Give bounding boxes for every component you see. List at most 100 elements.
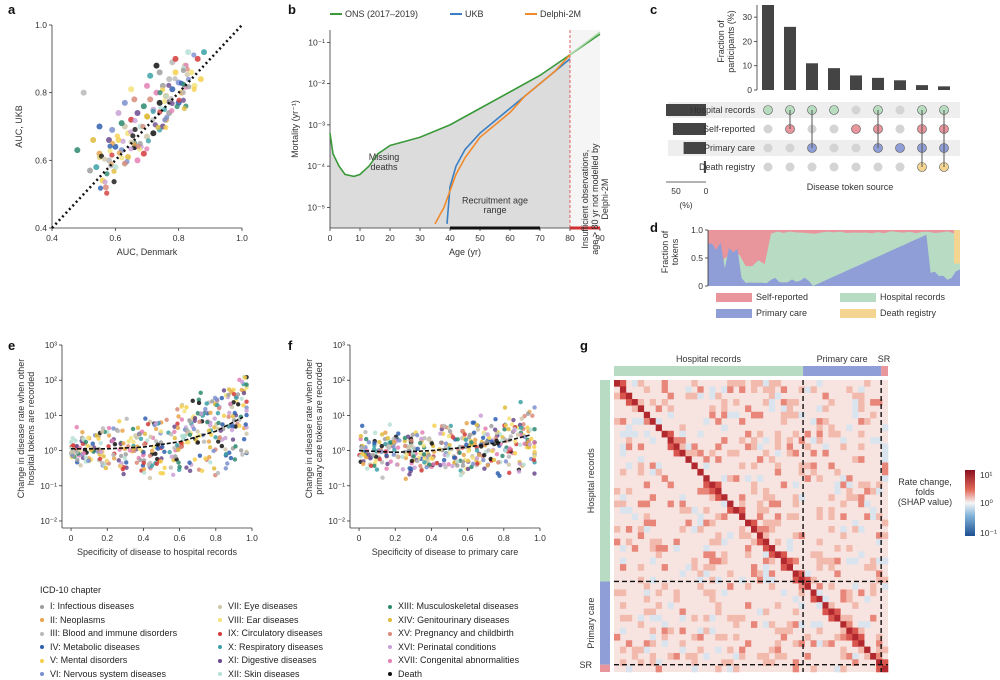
y-tick-label: 10³ — [45, 340, 57, 350]
data-point — [414, 432, 420, 438]
data-point — [361, 461, 366, 467]
heatmap-cell — [804, 652, 811, 660]
heatmap-cell — [762, 621, 770, 628]
heatmap-cell — [697, 430, 704, 438]
heatmap-cell — [745, 640, 752, 647]
data-point — [132, 126, 138, 133]
data-point — [153, 451, 158, 457]
heatmap-cell — [697, 519, 704, 527]
col-group-label: SR — [878, 354, 891, 364]
x-tick-label: 90 — [595, 233, 605, 243]
heatmap-cell — [625, 424, 633, 432]
heatmap-cell — [703, 614, 710, 622]
heatmap-cell — [840, 614, 847, 622]
data-point — [156, 99, 163, 106]
heatmap-cell — [804, 430, 811, 438]
heatmap-cell — [721, 513, 728, 520]
data-point — [187, 468, 193, 474]
heatmap-cell — [834, 487, 841, 495]
heatmap-cell — [816, 418, 823, 425]
heatmap-cell — [804, 443, 811, 451]
legend-marker-icon — [388, 604, 392, 609]
heatmap-cell — [816, 405, 823, 413]
matrix-dot — [873, 162, 883, 172]
heatmap-cell — [858, 551, 865, 559]
heatmap-cell — [637, 564, 645, 571]
heatmap-cell — [798, 532, 805, 539]
data-point — [205, 419, 210, 425]
heatmap-cell — [876, 437, 883, 444]
data-point — [110, 438, 115, 443]
heatmap-cell — [756, 570, 764, 578]
heatmap-cell — [816, 621, 823, 628]
heatmap-cell — [625, 443, 633, 451]
data-point — [191, 86, 197, 92]
heatmap-cell — [625, 665, 633, 673]
legend-item: XIV: Genitourinary diseases — [388, 615, 509, 625]
heatmap-cell — [828, 424, 835, 432]
heatmap-cell — [715, 513, 722, 520]
x-tick-label: 1.0 — [534, 533, 546, 543]
heatmap-cell — [828, 583, 835, 590]
heatmap-cell — [703, 652, 710, 660]
data-point — [223, 466, 228, 471]
heatmap-cell — [768, 545, 776, 552]
heatmap-cell — [643, 430, 651, 438]
heatmap-cell — [739, 513, 746, 520]
data-point — [532, 471, 537, 476]
heatmap-cell — [828, 430, 835, 438]
data-point — [138, 436, 144, 442]
data-point — [462, 432, 467, 437]
data-point — [212, 416, 217, 421]
data-point — [441, 457, 447, 463]
data-point — [155, 124, 161, 130]
data-point — [450, 463, 455, 469]
data-point — [429, 441, 435, 446]
heatmap-cell — [810, 576, 817, 584]
data-point — [109, 152, 115, 158]
data-point — [508, 434, 514, 439]
data-point — [493, 416, 498, 422]
data-point — [372, 440, 377, 446]
heatmap-cell — [619, 380, 627, 387]
heatmap-cell — [762, 506, 770, 514]
heatmap-cell — [786, 411, 793, 419]
heatmap-cell — [631, 405, 639, 413]
data-point — [235, 402, 241, 407]
y-tick-label: 10² — [45, 375, 57, 385]
heatmap-cell — [625, 399, 633, 406]
heatmap-cell — [858, 640, 865, 647]
matrix-dot — [763, 105, 773, 115]
data-point — [114, 133, 120, 139]
heatmap-cell — [768, 392, 776, 400]
data-point — [145, 138, 152, 144]
heatmap-cell — [637, 614, 645, 622]
legend-label: XVII: Congenital abnormalities — [398, 655, 520, 665]
data-point — [368, 463, 374, 469]
matrix-dot — [763, 124, 773, 134]
data-point — [424, 464, 429, 470]
heatmap-cell — [745, 519, 752, 527]
heatmap-cell — [715, 532, 722, 539]
data-point — [464, 421, 469, 426]
heatmap-cell — [715, 392, 722, 400]
data-point — [420, 430, 425, 435]
heatmap-cell — [780, 386, 788, 393]
row-group-label: Primary care — [586, 598, 596, 649]
heatmap-cell — [655, 602, 662, 609]
source-label: Self-reported — [703, 124, 755, 134]
y-tick-label: 10⁻¹ — [328, 481, 345, 491]
data-point — [204, 401, 209, 406]
heatmap-cell — [816, 424, 823, 432]
data-point — [201, 49, 207, 56]
heatmap-cell — [810, 551, 817, 559]
heatmap-cell — [828, 640, 835, 647]
data-point — [86, 458, 91, 463]
heatmap-cell — [774, 519, 782, 527]
heatmap-cell — [655, 462, 662, 470]
heatmap-cell — [762, 526, 770, 533]
legend-label: IX: Circulatory diseases — [228, 628, 323, 638]
heatmap-cell — [637, 659, 645, 666]
heatmap-cell — [882, 468, 889, 476]
data-point — [418, 463, 423, 469]
